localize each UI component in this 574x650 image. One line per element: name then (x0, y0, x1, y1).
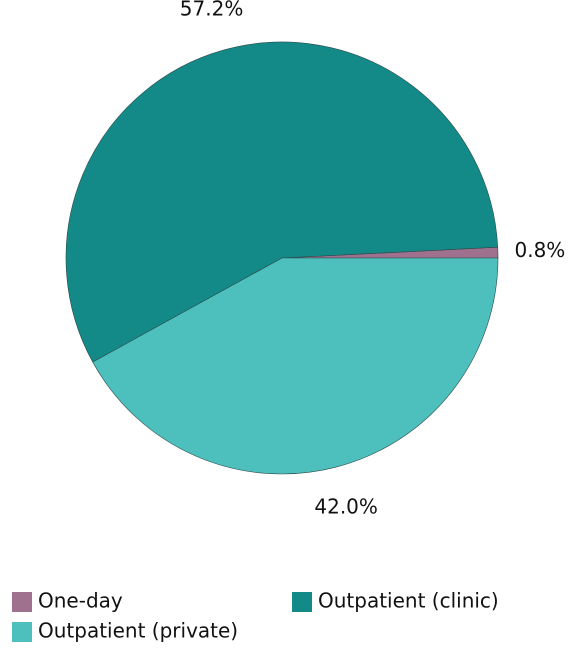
legend-label: One-day (38, 589, 123, 613)
legend-label: Outpatient (clinic) (318, 589, 499, 613)
data-label: 0.8% (515, 238, 566, 262)
data-label: 57.2% (180, 0, 244, 20)
legend-label: Outpatient (private) (38, 619, 238, 643)
pie-slice (92, 257, 499, 475)
data-label: 42.0% (314, 494, 378, 518)
legend-swatch (292, 592, 312, 612)
pie-slice (65, 41, 499, 363)
legend-swatch (12, 622, 32, 642)
legend-swatch (12, 592, 32, 612)
